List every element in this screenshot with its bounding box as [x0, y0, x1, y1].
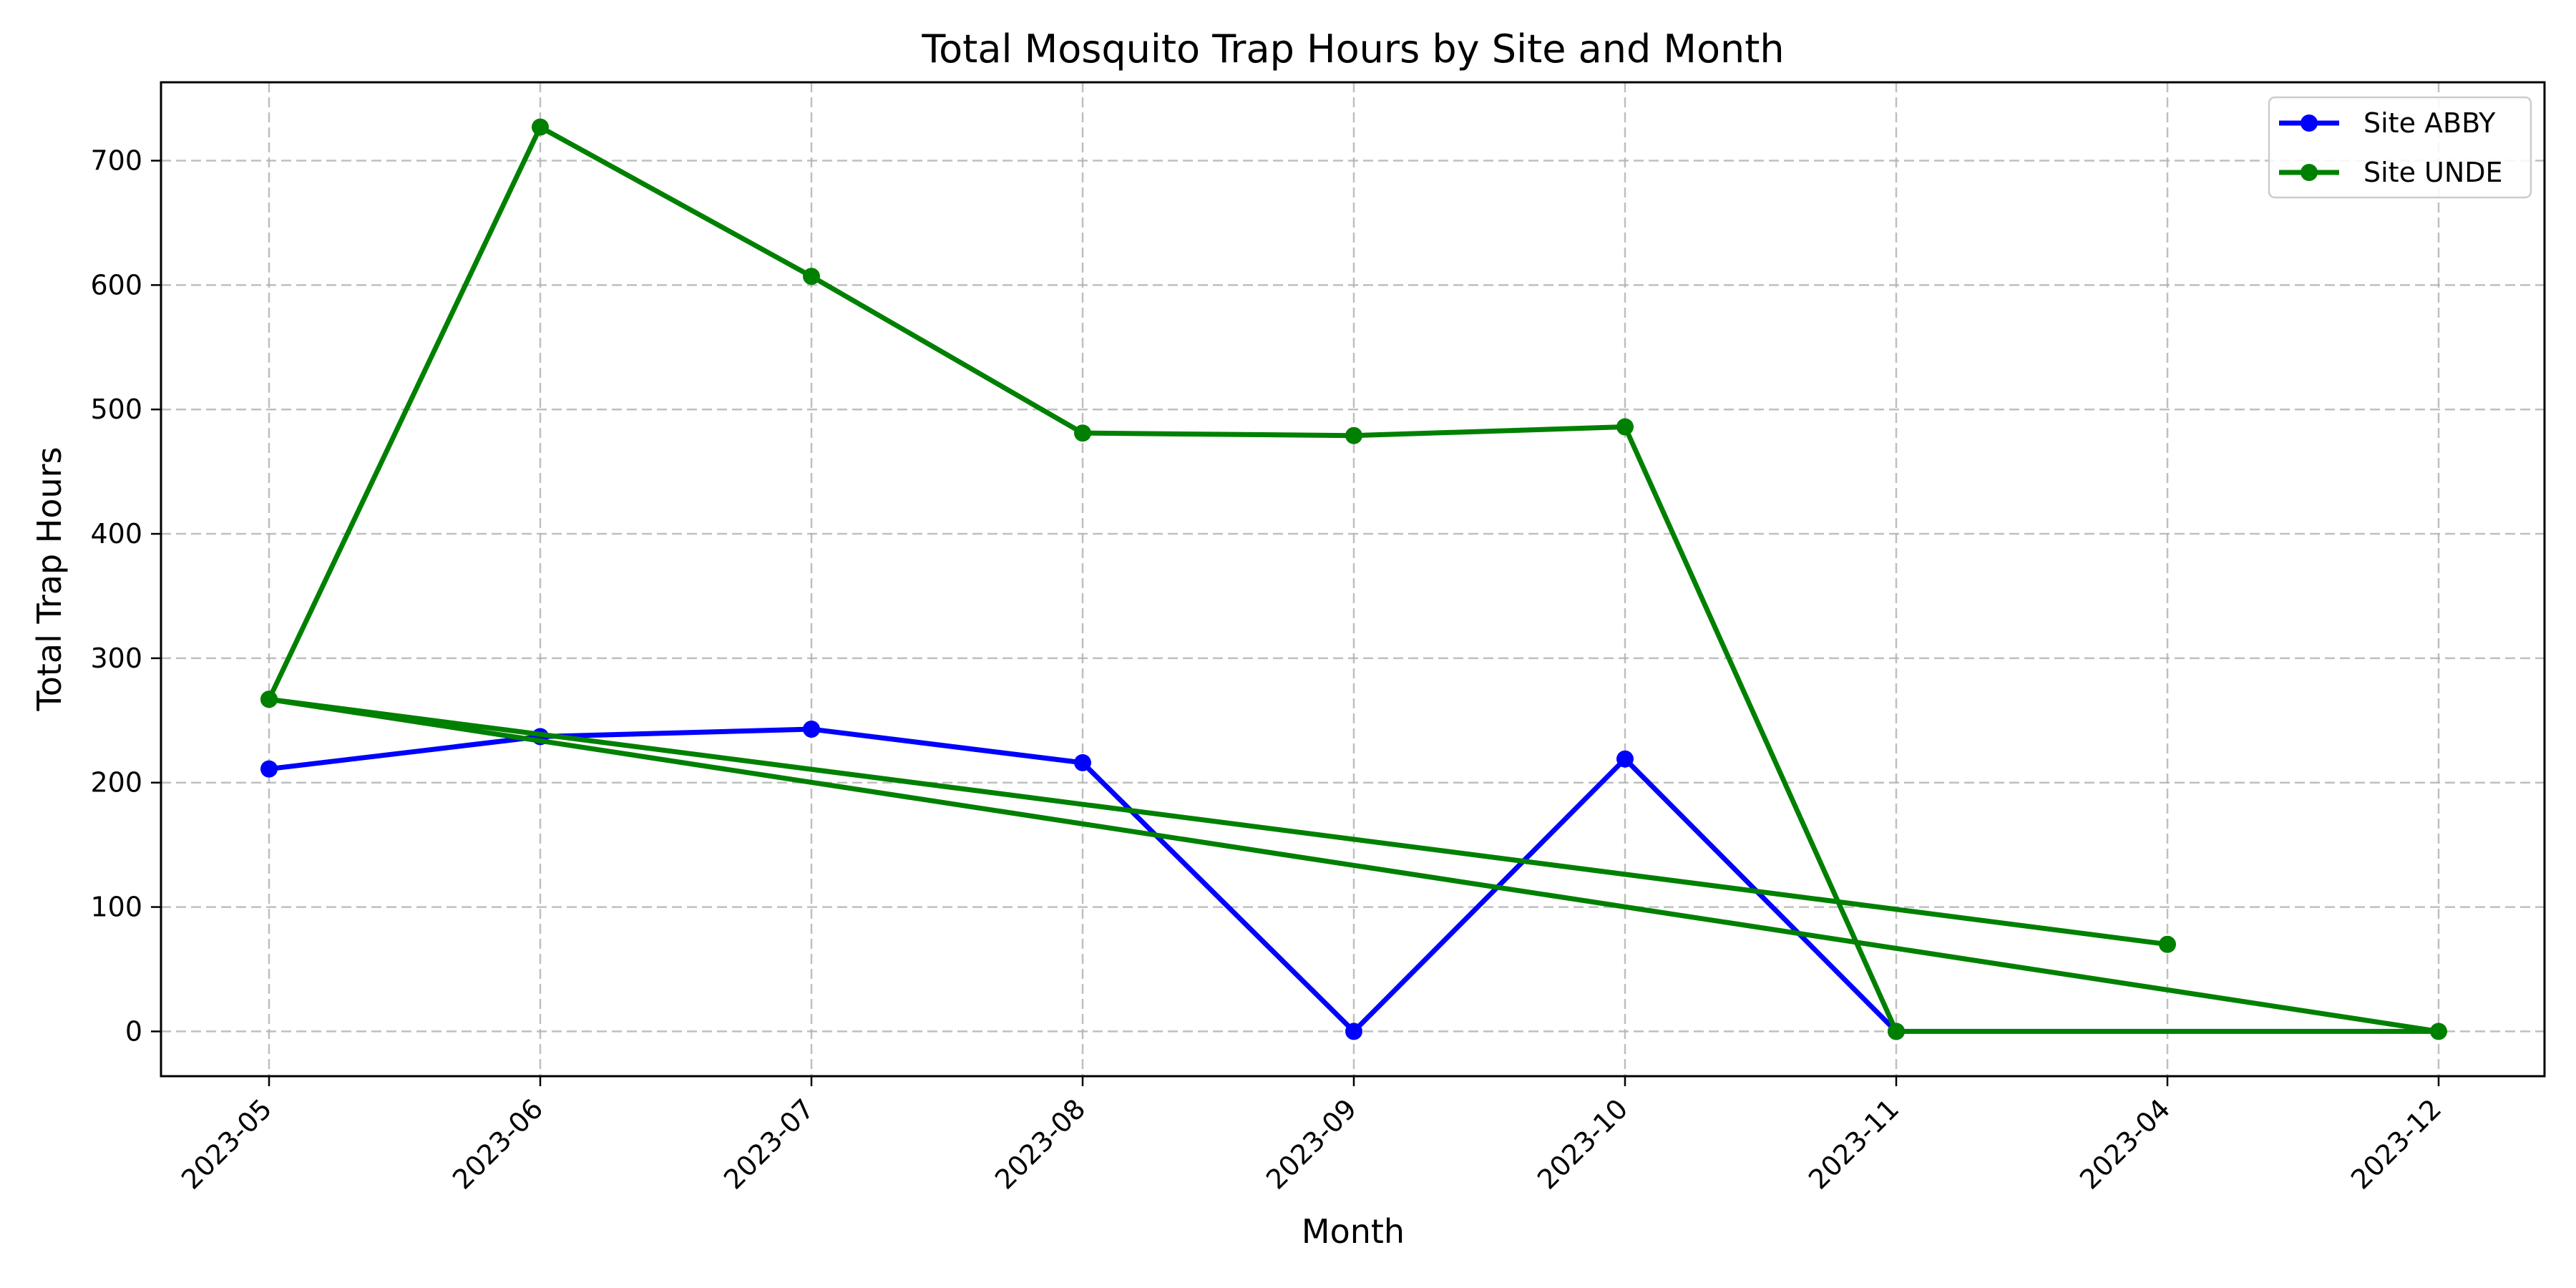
series-site-unde	[260, 118, 2447, 1040]
x-tick-label: 2023-09	[1260, 1093, 1362, 1195]
data-point-site-abby	[1616, 750, 1634, 768]
y-tick-label: 400	[90, 518, 142, 550]
data-point-site-unde	[1616, 418, 1634, 436]
data-point-site-unde	[1074, 424, 1091, 442]
data-point-site-unde	[1345, 426, 1362, 444]
y-tick-label: 300	[90, 643, 142, 674]
x-tick-label: 2023-08	[989, 1093, 1091, 1195]
legend-entry-site-abby: Site ABBY	[2279, 107, 2496, 139]
data-point-site-abby	[1345, 1023, 1362, 1040]
x-axis-label: Month	[1302, 1212, 1405, 1251]
data-point-site-abby	[1074, 753, 1091, 771]
y-tick-label: 0	[125, 1015, 142, 1047]
y-axis-label: Total Trap Hours	[30, 447, 69, 711]
data-point-site-abby	[260, 760, 278, 778]
legend-marker	[2301, 164, 2318, 181]
x-tick-label: 2023-04	[2074, 1093, 2176, 1195]
legend-entry-site-unde: Site UNDE	[2279, 157, 2503, 188]
legend-marker	[2301, 114, 2318, 132]
axis-ticks: 2023-05 2023-06 2023-07 2023-08 2023-09 2023-…	[90, 145, 2447, 1196]
y-tick-label: 100	[90, 892, 142, 923]
plot-area-frame	[160, 81, 2546, 1078]
legend-label: Site UNDE	[2363, 157, 2503, 188]
data-point-site-unde	[1888, 1023, 1905, 1040]
y-tick-label: 200	[90, 767, 142, 799]
y-tick-label: 600	[90, 269, 142, 301]
data-point-site-unde	[2159, 935, 2176, 953]
legend-label: Site ABBY	[2363, 107, 2496, 139]
y-tick-label: 500	[90, 394, 142, 425]
data-point-site-abby	[803, 720, 820, 738]
data-point-site-unde	[532, 118, 549, 136]
x-tick-label: 2023-05	[175, 1093, 278, 1195]
plot-series	[260, 118, 2447, 1040]
series-line-site-unde	[266, 125, 2441, 1034]
x-tick-label: 2023-07	[718, 1093, 820, 1195]
y-tick-label: 700	[90, 145, 142, 177]
x-tick-label: 2023-12	[2345, 1093, 2447, 1195]
x-tick-label: 2023-06	[447, 1093, 549, 1195]
data-point-site-unde	[260, 691, 278, 708]
legend: Site ABBY Site UNDE	[2268, 96, 2532, 199]
chart-title: Total Mosquito Trap Hours by Site and Mo…	[921, 26, 1784, 72]
data-point-site-unde	[803, 268, 820, 286]
x-tick-label: 2023-10	[1531, 1093, 1634, 1195]
data-point-site-unde	[2430, 1023, 2447, 1040]
grid-lines	[161, 82, 2545, 1076]
x-tick-label: 2023-11	[1802, 1093, 1905, 1195]
